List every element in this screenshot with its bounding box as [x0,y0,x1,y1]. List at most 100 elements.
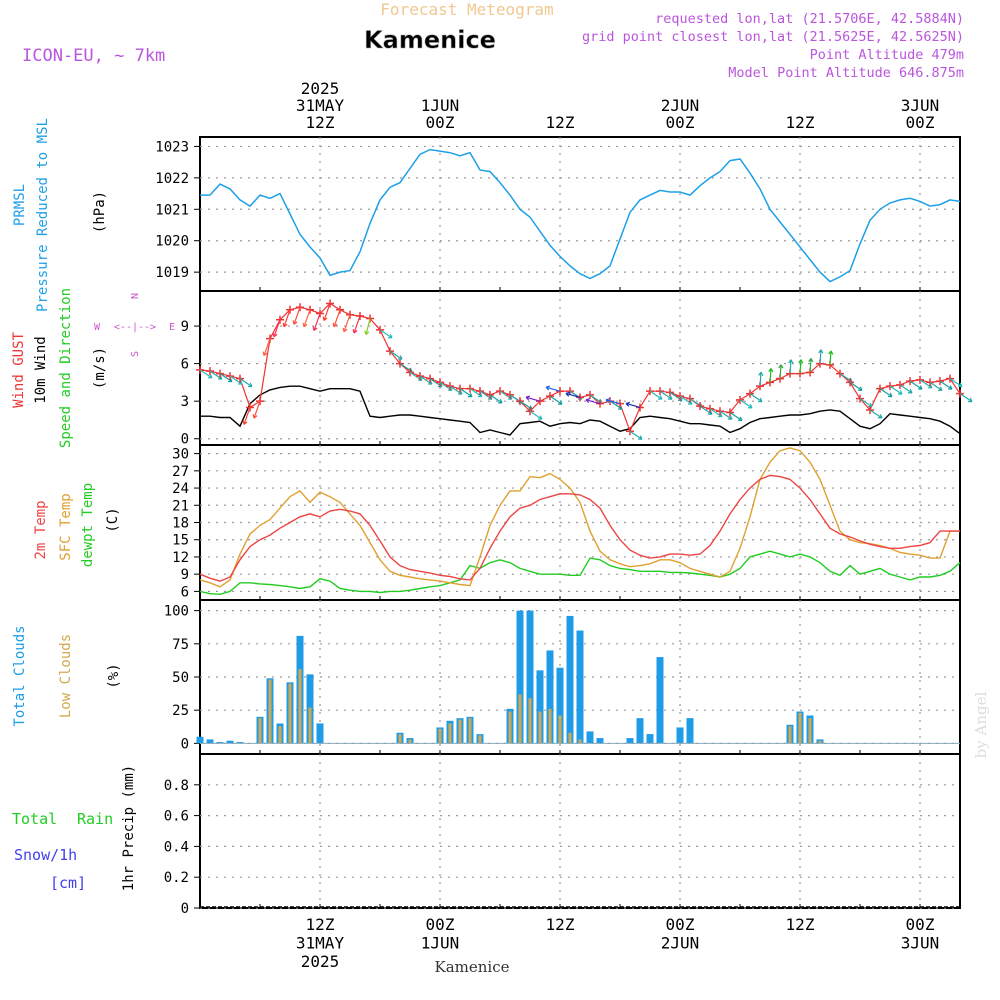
wind-direction-arrow [342,314,351,333]
footer-location: Kamenice [435,958,510,976]
total-cloud-bar [566,615,574,744]
wind-direction-arrow [929,381,943,391]
wind-direction-arrow [332,309,341,328]
bottom-time-label: 3JUN [901,934,940,953]
gust-marker [376,325,384,334]
total-cloud-bar [526,610,534,744]
wind-ytick-label: 9 [181,319,189,335]
pressure-label-unit: (hPa) [92,191,108,233]
total-cloud-bar [586,731,594,744]
low-cloud-bar [288,683,292,744]
pressure-frame [199,136,961,292]
wind-direction-arrow [625,401,641,409]
point-altitude: Point Altitude 479m [810,47,964,63]
gust-marker [416,372,424,381]
total-cloud-bar [556,667,564,744]
precip-ytick-label: 0.4 [164,839,189,855]
total-cloud-bar [226,740,234,744]
gust-marker [226,372,234,381]
gust-marker [446,382,454,391]
wind-direction-arrow [649,390,663,400]
model-altitude: Model Point Altitude 646.875m [728,65,964,81]
total-cloud-bar [316,723,324,744]
total-cloud-bar [626,738,634,744]
wind-direction-arrow [758,371,764,387]
gust-marker [556,387,564,396]
watermark: by Angel [972,691,990,758]
wind-direction-arrow [282,309,291,328]
wind-direction-arrow [909,380,923,390]
cloud-label-low: Low Clouds [58,634,74,718]
bottom-time-label: 12Z [306,915,335,934]
low-cloud-bar [458,719,462,744]
wind-direction-arrow [605,398,621,405]
wind-direction-arrow [459,388,473,398]
wind-direction-arrow [899,384,913,394]
temp-label-sfc: SFC Temp [58,493,74,560]
wind-direction-arrow [565,391,581,398]
low-cloud-bar [528,698,532,744]
wind-direction-arrow [272,319,281,338]
precip-labels: Total Rain Snow/1h [cm] 1hr Precip (mm) [12,765,137,892]
wind-direction-arrow [818,349,824,364]
top-time-label: 00Z [906,113,935,132]
dewpt-line [199,550,961,596]
gust-marker [906,377,914,386]
low-cloud-bar [788,726,792,744]
wind10m-line [200,385,961,436]
precip-ytick-label: 0 [181,901,189,917]
wind-direction-arrow [849,381,863,391]
temp-ytick-label: 27 [172,464,189,480]
wind-direction-arrow [629,430,643,440]
low-cloud-bar [448,723,452,744]
total-cloud-bar [676,727,684,744]
wind-labels: Wind GUST 10m Wind Speed and Direction (… [11,288,175,448]
precip-label-total: Total [12,810,57,828]
precip-frame [199,753,961,909]
wind-direction-arrow [322,303,331,321]
low-cloud-bar [548,708,552,744]
total-cloud-bar [636,718,644,744]
subtitle: Forecast Meteogram [380,0,553,19]
bottom-time-label: 12Z [786,915,815,934]
model-label: ICON-EU, ~ 7km [22,46,165,66]
pressure-ytick-label: 1023 [155,139,189,155]
top-time-label: 00Z [426,113,455,132]
gust-marker [596,399,604,408]
total-cloud-bar [656,657,664,744]
bottom-time-label: 31MAY [296,934,345,953]
bottom-time-label: 00Z [906,915,935,934]
top-time-label: 31MAY [296,96,345,115]
gust-marker [886,382,894,391]
total-cloud-bar [646,734,654,744]
gust-marker [306,305,314,314]
top-time-label: 1JUN [421,96,460,115]
cloud-ytick-label: 75 [172,637,189,653]
gust-marker [836,369,844,378]
total-cloud-bar [536,670,544,744]
requested-coords: requested lon,lat (21.5706E, 42.5884N) [655,11,964,27]
wind-ytick-label: 0 [181,432,189,448]
temp-ytick-label: 12 [172,550,189,566]
low-cloud-bar [578,739,582,744]
temp-ytick-label: 21 [172,498,189,514]
cloud-label-unit: (%) [106,663,122,688]
bottom-time-label: 00Z [426,915,455,934]
compass-e: E [169,322,175,333]
wind-direction-arrow [749,393,763,403]
pressure-label-prmsl: PRMSL [12,184,28,226]
gust-marker [336,305,344,314]
wind-direction-arrow [798,359,804,374]
low-cloud-bar [798,712,802,744]
gust-marker [916,375,924,384]
wind-direction-arrow [889,385,903,395]
top-time-label: 2025 [301,79,340,98]
pressure-ytick-label: 1019 [155,265,189,281]
pressure-panel: 1019 1020 1021 1022 1023 [155,136,961,292]
plot-area: 1019102010211022102303696912151821242730… [155,79,973,971]
low-cloud-bar [308,707,312,744]
low-cloud-bar [268,679,272,744]
gust-marker [196,365,204,374]
gust-marker [326,299,334,308]
